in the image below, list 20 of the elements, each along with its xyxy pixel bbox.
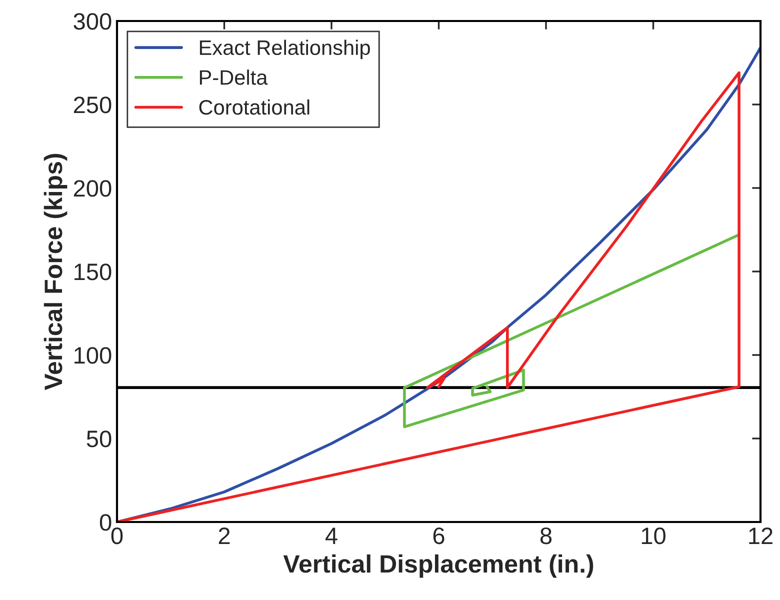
x-tick-label: 10 (642, 527, 666, 544)
x-tick-label: 8 (540, 527, 552, 544)
x-tick-label: 6 (433, 527, 444, 544)
y-tick-label: 0 (100, 514, 112, 531)
x-axis-title: Vertical Displacement (in.) (283, 554, 594, 578)
y-tick-label: 100 (74, 347, 112, 364)
y-axis-title: Vertical Force (kips) (44, 154, 68, 390)
y-tick-label: 300 (74, 13, 112, 30)
x-tick-label: 12 (749, 527, 772, 544)
legend-label: Exact Relationship (200, 40, 370, 60)
x-tick-label: 4 (325, 528, 338, 544)
y-tick-label: 200 (74, 180, 112, 197)
y-tick-label: 250 (74, 96, 112, 114)
y-tick-label: 50 (86, 430, 112, 448)
y-tick-label: 150 (74, 264, 112, 280)
legend-label: Corotational (199, 99, 310, 115)
legend-label: P-Delta (200, 70, 268, 85)
line-series (403, 233, 740, 428)
x-tick-label: 2 (218, 527, 230, 544)
x-tick-label: 0 (111, 527, 123, 544)
